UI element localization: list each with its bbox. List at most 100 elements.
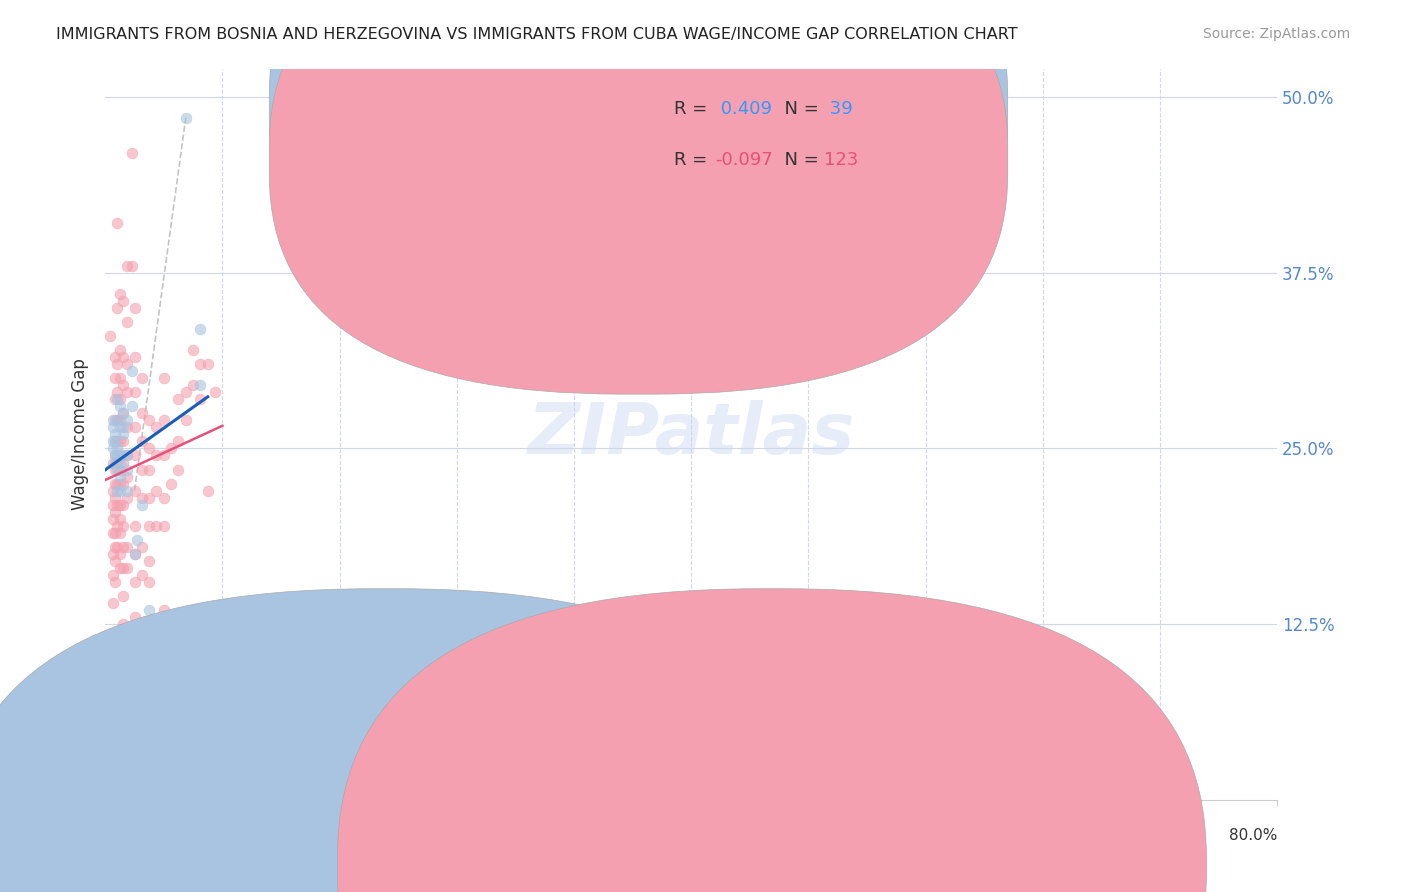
Point	[153, 491, 176, 505]
Point	[105, 518, 128, 533]
Point	[108, 371, 131, 385]
Point	[108, 343, 131, 357]
Point	[104, 456, 127, 470]
Point	[115, 561, 138, 575]
Point	[108, 561, 131, 575]
Point	[138, 462, 160, 476]
Point	[108, 399, 131, 413]
Point	[131, 406, 153, 420]
Point	[108, 525, 131, 540]
Point	[160, 442, 183, 456]
Point	[108, 476, 131, 491]
Point	[167, 434, 190, 449]
Point	[153, 518, 176, 533]
Point	[124, 449, 146, 463]
Point	[131, 462, 153, 476]
Y-axis label: Wage/Income Gap: Wage/Income Gap	[72, 359, 89, 510]
Text: Immigrants from Cuba: Immigrants from Cuba	[786, 855, 957, 870]
Point	[115, 469, 138, 483]
Point	[101, 442, 124, 456]
Point	[101, 568, 124, 582]
Point	[104, 413, 127, 427]
Point	[115, 540, 138, 554]
Point	[105, 498, 128, 512]
Point	[190, 322, 212, 336]
Point	[105, 449, 128, 463]
FancyBboxPatch shape	[270, 0, 1008, 343]
Point	[160, 476, 183, 491]
Point	[197, 357, 219, 371]
Point	[105, 456, 128, 470]
Point	[105, 483, 128, 498]
Point	[127, 533, 149, 547]
Point	[115, 420, 138, 434]
Point	[111, 617, 134, 632]
Point	[105, 442, 128, 456]
Point	[108, 483, 131, 498]
Point	[111, 427, 134, 442]
Point	[108, 462, 131, 476]
Point	[104, 392, 127, 407]
Point	[124, 547, 146, 561]
Point	[145, 420, 167, 434]
Point	[124, 385, 146, 400]
Point	[138, 624, 160, 639]
Point	[131, 540, 153, 554]
Point	[138, 603, 160, 617]
Point	[101, 498, 124, 512]
Point	[108, 512, 131, 526]
Point	[121, 259, 143, 273]
Point	[104, 371, 127, 385]
FancyBboxPatch shape	[270, 0, 1008, 394]
Point	[111, 406, 134, 420]
Point	[108, 456, 131, 470]
Point	[108, 469, 131, 483]
Point	[104, 554, 127, 568]
Point	[104, 350, 127, 364]
Point	[101, 483, 124, 498]
Point	[108, 286, 131, 301]
Point	[104, 575, 127, 590]
Point	[105, 301, 128, 315]
Point	[197, 483, 219, 498]
Point	[138, 518, 160, 533]
Point	[138, 413, 160, 427]
Point	[105, 392, 128, 407]
Point	[104, 525, 127, 540]
Point	[105, 695, 128, 709]
Point	[115, 462, 138, 476]
Point	[111, 561, 134, 575]
Point	[138, 554, 160, 568]
Point	[115, 315, 138, 329]
Text: ZIPatlas: ZIPatlas	[527, 400, 855, 469]
Point	[124, 301, 146, 315]
Text: Immigrants from Bosnia and Herzegovina: Immigrants from Bosnia and Herzegovina	[333, 855, 651, 870]
Point	[111, 434, 134, 449]
Point	[101, 525, 124, 540]
Point	[101, 547, 124, 561]
Point	[153, 688, 176, 702]
Point	[124, 483, 146, 498]
Point	[124, 610, 146, 624]
Point	[124, 518, 146, 533]
Text: 0.0%: 0.0%	[105, 828, 143, 843]
Point	[104, 476, 127, 491]
Point	[131, 491, 153, 505]
Point	[111, 498, 134, 512]
Point	[111, 378, 134, 392]
Point	[101, 512, 124, 526]
Point	[153, 449, 176, 463]
Point	[108, 666, 131, 681]
Point	[105, 385, 128, 400]
Text: 39: 39	[824, 100, 852, 118]
Point	[167, 392, 190, 407]
Point	[108, 420, 131, 434]
Point	[138, 442, 160, 456]
Point	[124, 708, 146, 723]
Point	[105, 462, 128, 476]
Point	[101, 456, 124, 470]
Text: 0.409: 0.409	[714, 100, 772, 118]
Point	[108, 449, 131, 463]
Point	[115, 259, 138, 273]
Point	[153, 413, 176, 427]
